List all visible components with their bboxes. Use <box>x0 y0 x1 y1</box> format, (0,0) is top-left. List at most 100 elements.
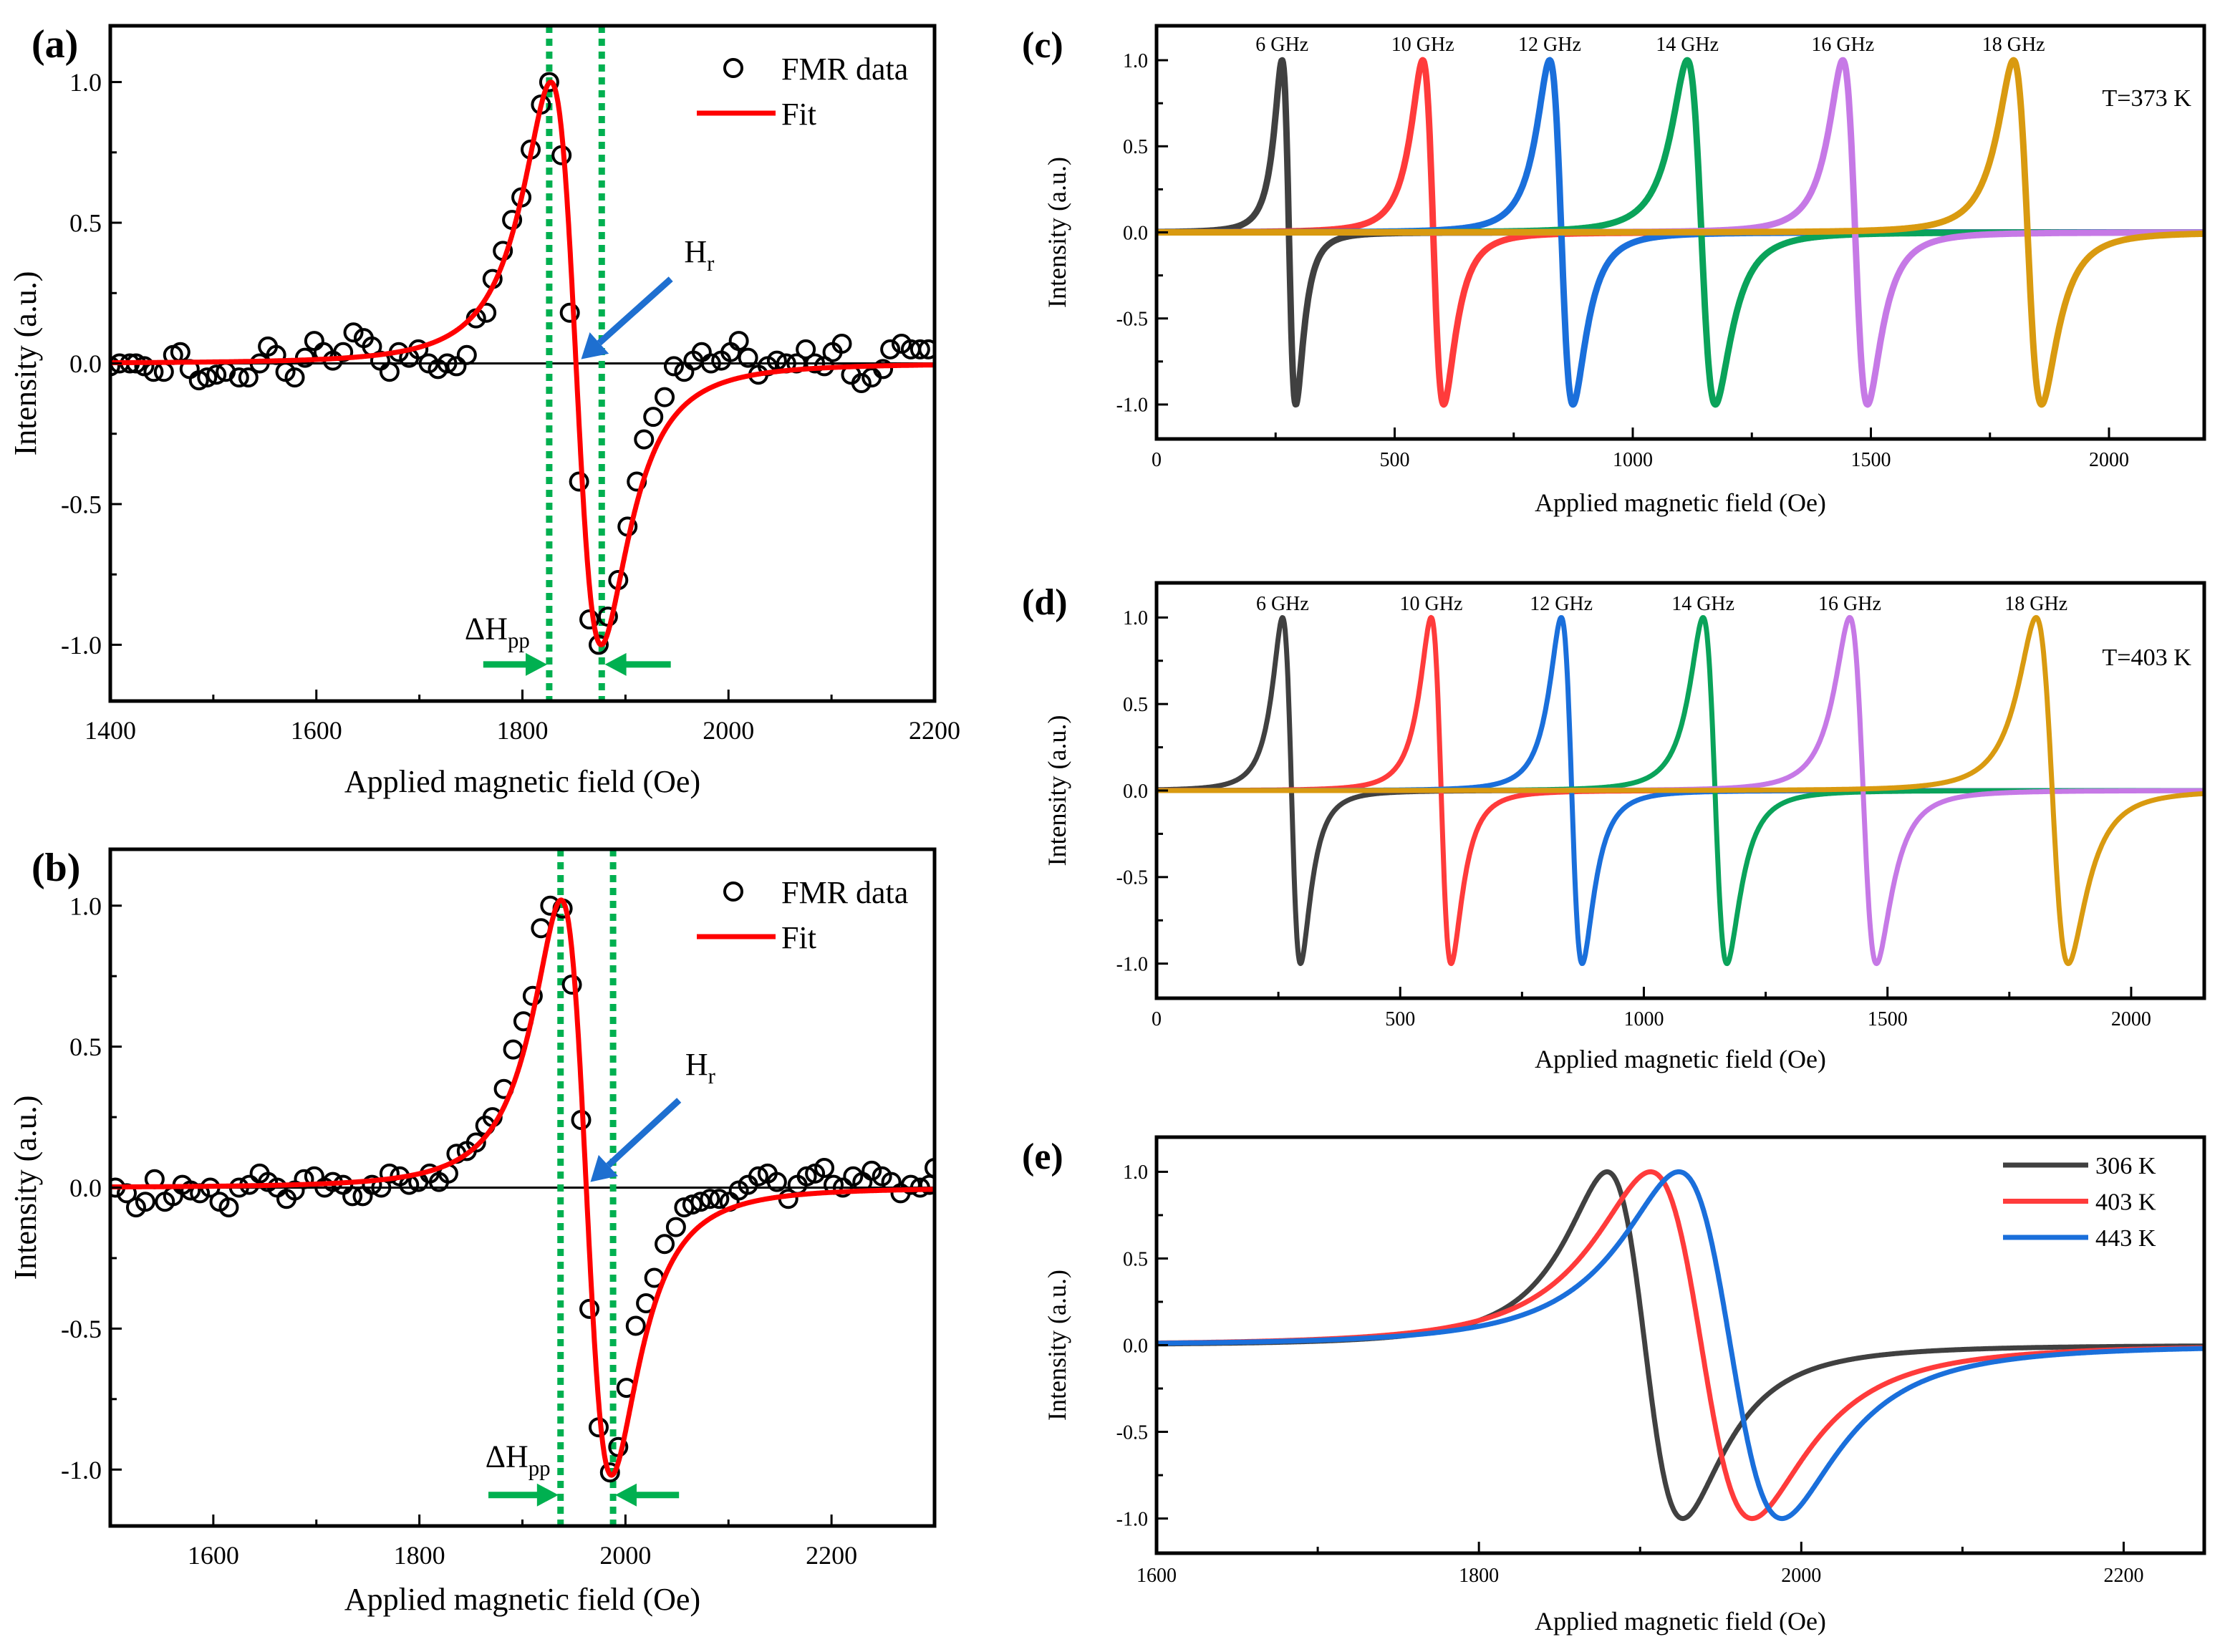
arrow-head-icon <box>581 332 609 359</box>
x-tick-label: 2000 <box>1781 1565 1821 1587</box>
data-point <box>663 356 684 377</box>
data-point <box>559 302 580 323</box>
y-tick-label: -0.5 <box>61 491 102 519</box>
legend-label: FMR data <box>781 52 908 87</box>
series-label: 18 GHz <box>1982 34 2045 56</box>
data-point <box>599 1462 620 1483</box>
data-point <box>925 1157 935 1178</box>
x-tick-label: 1000 <box>1613 449 1653 471</box>
series-label: 10 GHz <box>1391 34 1454 56</box>
y-tick-label: -0.5 <box>1116 309 1148 331</box>
y-tick-label: -1.0 <box>61 1456 102 1484</box>
x-tick-label: 2200 <box>909 716 960 745</box>
arrow-head-icon <box>536 1483 559 1507</box>
data-point <box>655 1234 675 1255</box>
data-point <box>643 407 664 428</box>
data-point <box>294 1169 314 1189</box>
y-tick-label: -1.0 <box>1116 395 1148 417</box>
data-point <box>342 1186 363 1207</box>
x-tick-label: 0 <box>1152 449 1162 471</box>
x-tick-label: 1600 <box>188 1541 239 1570</box>
x-tick-label: 1600 <box>1136 1565 1177 1587</box>
y-tick-label: 0.0 <box>1123 222 1148 244</box>
arrow-head-icon <box>604 652 627 676</box>
legend-label: Fit <box>781 920 816 955</box>
legend-label: 306 K <box>2095 1153 2156 1179</box>
data-point <box>228 367 249 388</box>
panel-a: (a) 1400 1600 1800 2000 2200 1.0 0.5 0.0 -0.5 -1.0… <box>8 22 960 799</box>
panel-label: (b) <box>32 846 80 890</box>
plot-area <box>1157 1169 2204 1522</box>
legend-label: 443 K <box>2095 1225 2156 1252</box>
hr-label: Hr <box>685 1047 715 1088</box>
x-tick-label: 2000 <box>2089 449 2129 471</box>
data-point <box>304 331 324 352</box>
series-line-18-ghz <box>1157 57 2204 408</box>
x-tick-label: 1800 <box>497 716 549 745</box>
y-tick-label: 0.5 <box>1123 694 1148 716</box>
data-point <box>748 1166 768 1187</box>
data-point <box>579 609 600 630</box>
y-tick-label: -1.0 <box>1116 953 1148 975</box>
arrow-head-icon <box>526 652 548 676</box>
y-tick-label: -0.5 <box>1116 1421 1148 1444</box>
data-point <box>135 1192 155 1212</box>
panel-e: (e) 1600 1800 2000 2200 1.0 0.5 0.0 -0.5 -1.0 Appl… <box>1022 1135 2206 1636</box>
data-point <box>814 1157 835 1178</box>
data-point <box>728 331 749 352</box>
y-tick-label: 1.0 <box>69 892 102 920</box>
data-point <box>700 353 721 374</box>
series-line-fit <box>110 79 935 647</box>
panel-label: (c) <box>1022 25 1063 66</box>
data-point <box>456 344 477 365</box>
panel-label: (e) <box>1022 1136 1063 1177</box>
data-point <box>206 364 227 385</box>
x-tick-label: 1500 <box>1868 1008 1908 1030</box>
temperature-label: T=373 K <box>2102 85 2191 112</box>
panel-d: (d) 0 500 1000 1500 2000 1.0 0.5 0.0 -0.5 -1.0 Appl… <box>1022 581 2206 1073</box>
x-tick-label: 500 <box>1380 449 1410 471</box>
y-tick-label: 0.5 <box>69 209 102 238</box>
data-point <box>634 429 655 450</box>
series-label: 16 GHz <box>1811 34 1874 56</box>
data-point <box>437 353 458 374</box>
series-line-18-ghz <box>1157 614 2204 967</box>
y-tick-label: 0.0 <box>69 1174 102 1202</box>
x-axis-label: Applied magnetic field (Oe) <box>1535 1045 1826 1073</box>
data-point <box>831 333 852 354</box>
hr-arrow <box>597 276 673 346</box>
data-point <box>579 1298 600 1319</box>
data-point <box>832 1177 853 1198</box>
series-label: 10 GHz <box>1400 593 1463 615</box>
data-point <box>343 322 364 343</box>
data-point <box>880 339 901 359</box>
data-point <box>909 339 930 359</box>
legend-label: 403 K <box>2095 1189 2156 1216</box>
y-tick-label: -1.0 <box>61 631 102 660</box>
data-point <box>110 356 120 377</box>
temperature-label: T=403 K <box>2102 644 2191 671</box>
panel-label: (a) <box>32 22 78 67</box>
legend: FMR data Fit <box>697 875 908 955</box>
x-tick-label: 1500 <box>1851 449 1891 471</box>
x-tick-label: 2000 <box>703 716 754 745</box>
y-tick-label: -0.5 <box>1116 867 1148 889</box>
plot-area <box>110 849 935 1526</box>
legend: 306 K 403 K 443 K <box>2003 1153 2156 1252</box>
x-tick-label: 1400 <box>85 716 136 745</box>
series-label: 12 GHz <box>1518 34 1581 56</box>
hr-label: Hr <box>684 234 714 276</box>
data-point <box>796 339 816 359</box>
data-point <box>362 1174 382 1195</box>
arrow-head-icon <box>614 1483 637 1507</box>
x-axis-label: Applied magnetic field (Oe) <box>1535 488 1826 517</box>
dhpp-label: ΔHpp <box>486 1439 551 1480</box>
plot-area <box>110 26 935 701</box>
arrow-head-icon <box>590 1154 619 1182</box>
x-tick-label: 2000 <box>599 1541 651 1570</box>
y-tick-label: -1.0 <box>1116 1508 1148 1530</box>
data-point <box>738 347 758 368</box>
series-line-443-k <box>1157 1169 2204 1522</box>
y-tick-label: 0.5 <box>1123 1248 1148 1270</box>
data-point <box>709 1189 730 1209</box>
